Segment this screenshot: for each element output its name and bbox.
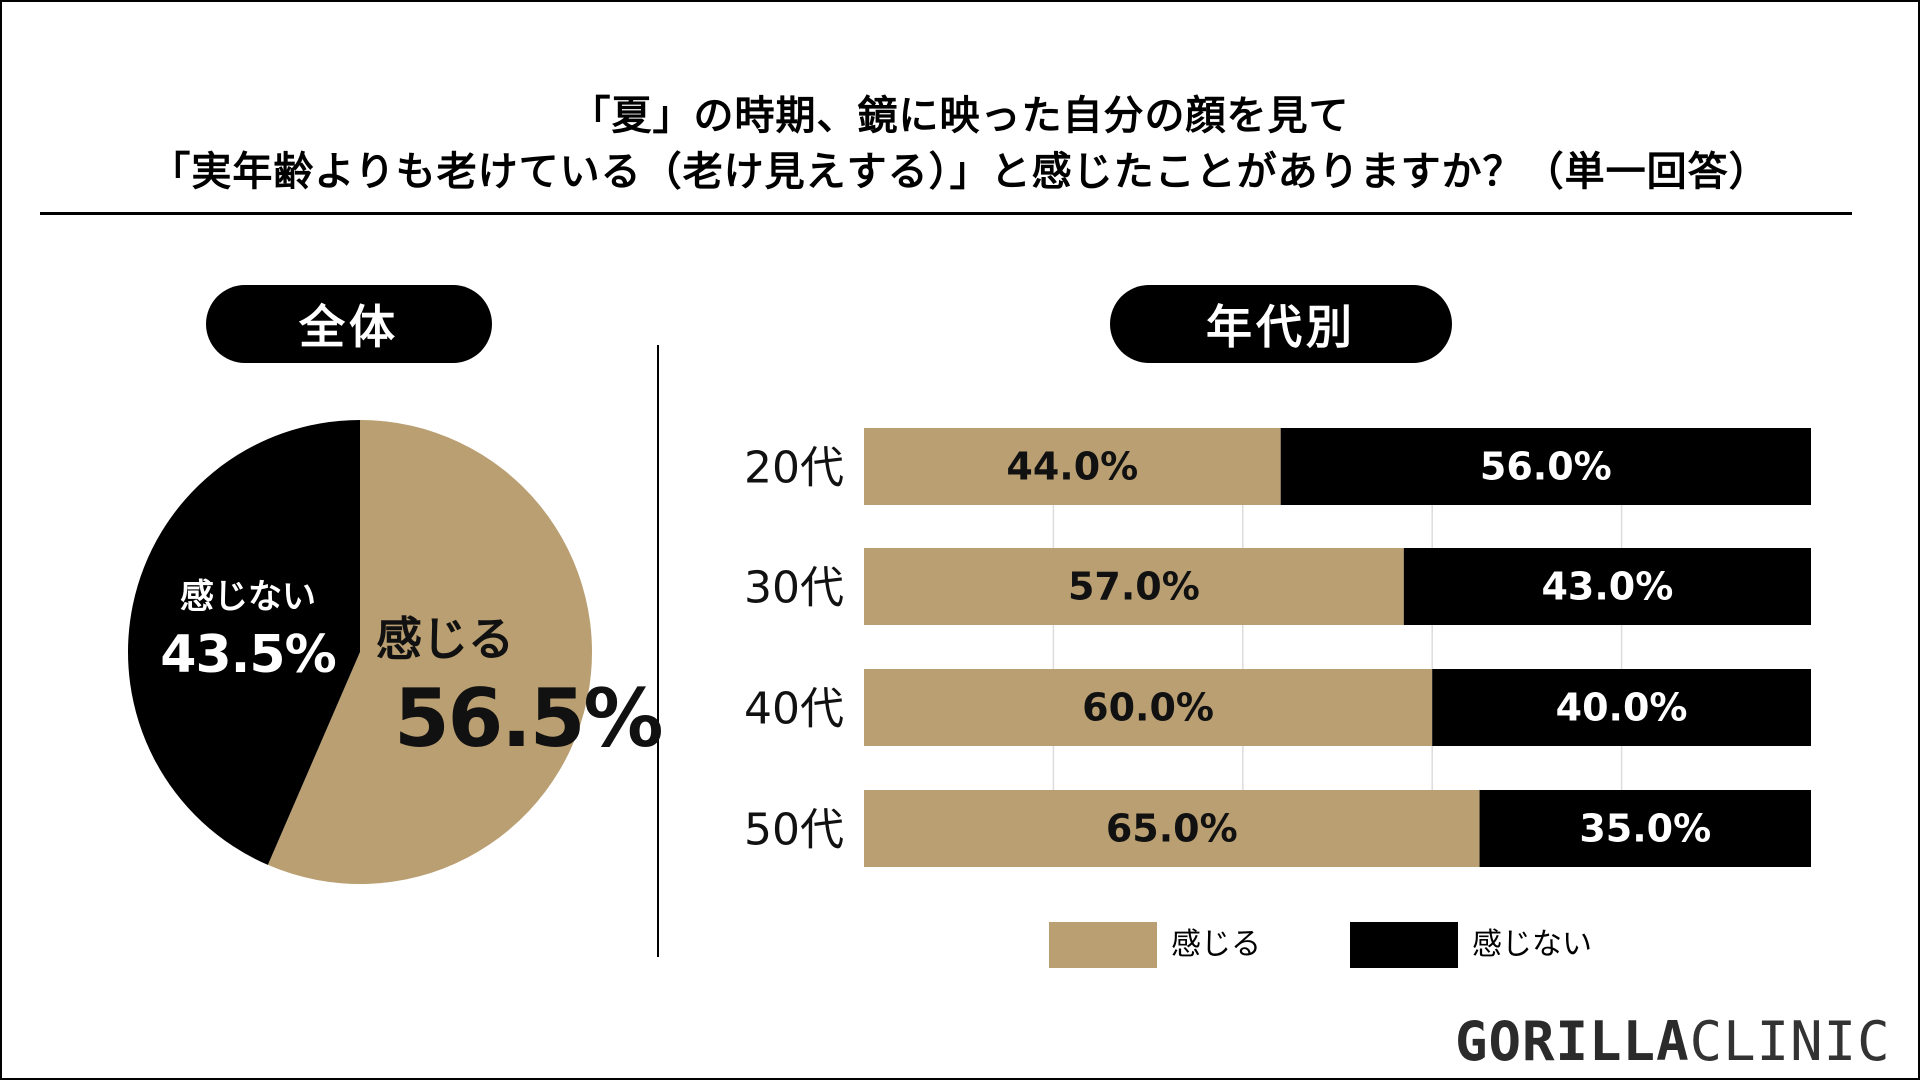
brand-logo: GORILLACLINIC — [1455, 1012, 1891, 1072]
data-label: 43.0% — [1541, 565, 1673, 609]
legend-swatch-not-feel — [1350, 922, 1458, 968]
bar-segment — [1432, 669, 1811, 746]
data-label: 40.0% — [1556, 686, 1688, 730]
pie-section-label: 全体 — [206, 285, 492, 363]
category-label: 40代 — [744, 684, 844, 735]
pie-chart: 感じる 56.5% 感じない 43.5% — [128, 420, 664, 884]
bar-segment — [1479, 790, 1811, 867]
bar-section-label: 年代別 — [1110, 285, 1452, 363]
pie-slice — [128, 420, 360, 865]
data-label: 60.0% — [1082, 686, 1214, 730]
bar-segment — [864, 790, 1480, 867]
category-label: 30代 — [744, 563, 844, 614]
bar-segment — [1280, 428, 1811, 505]
section-divider — [657, 345, 659, 957]
bar-segment — [864, 548, 1404, 625]
data-label: 35.0% — [1579, 807, 1711, 851]
legend-label-feel: 感じる — [1171, 927, 1261, 962]
chart-title: 「夏」の時期、鏡に映った自分の顔を見て 「実年齢よりも老けている（老け見えする）… — [0, 88, 1920, 200]
legend-swatch-feel — [1049, 922, 1157, 968]
bar-segment — [1403, 548, 1811, 625]
pie-label-not-feel: 感じない — [180, 577, 316, 617]
data-label: 57.0% — [1068, 565, 1200, 609]
data-label: 56.0% — [1480, 445, 1612, 489]
pie-value-not-feel: 43.5% — [160, 625, 335, 685]
category-label: 20代 — [744, 443, 844, 494]
pie-value-feel: 56.5% — [394, 672, 662, 765]
pie-slice — [267, 420, 593, 884]
brand-logo-part2: CLINIC — [1689, 1010, 1891, 1073]
brand-logo-part1: GORILLA — [1455, 1010, 1690, 1073]
pie-label-feel: 感じる — [376, 612, 514, 666]
category-label: 50代 — [744, 805, 844, 856]
title-line-2: 「実年齢よりも老けている（老け見えする）」と感じたことがありますか？（単一回答） — [150, 149, 1770, 195]
data-label: 44.0% — [1006, 445, 1138, 489]
title-underline — [40, 212, 1852, 215]
data-label: 65.0% — [1106, 807, 1238, 851]
bar-segment — [864, 428, 1281, 505]
title-line-1: 「夏」の時期、鏡に映った自分の顔を見て — [570, 93, 1350, 139]
legend-label-not-feel: 感じない — [1472, 927, 1592, 962]
bar-segment — [864, 669, 1433, 746]
